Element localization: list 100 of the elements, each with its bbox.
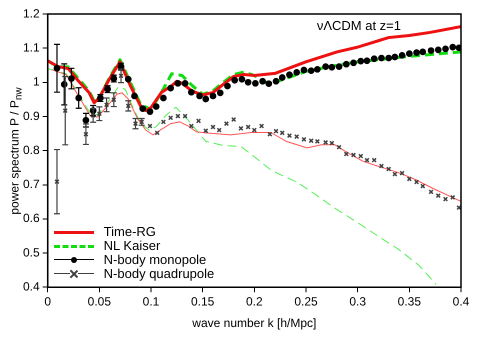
point (202, 96, 210, 102)
point (364, 57, 370, 64)
point (420, 184, 426, 189)
y-tick-label: 0.7 (22, 177, 40, 192)
point (188, 88, 195, 96)
point (413, 49, 420, 56)
point (328, 64, 336, 71)
point (168, 115, 174, 120)
point (293, 69, 300, 76)
point (414, 179, 420, 185)
point (160, 119, 166, 125)
point (54, 179, 60, 184)
point (336, 63, 342, 70)
point (286, 71, 293, 78)
point (370, 55, 378, 62)
y-tick-label: 0.6 (22, 211, 40, 226)
point (434, 46, 442, 54)
point (358, 153, 364, 159)
annotation: νΛCDM at z=1 (316, 18, 401, 34)
point (196, 118, 202, 124)
point (252, 80, 259, 87)
point (252, 128, 257, 133)
point (167, 84, 174, 92)
point (146, 108, 154, 116)
point (336, 144, 342, 150)
point (392, 172, 398, 177)
point (152, 103, 160, 110)
point (265, 80, 272, 88)
point (385, 54, 392, 62)
point (322, 63, 329, 70)
point (216, 90, 224, 96)
line-series (48, 68, 437, 285)
point (456, 205, 461, 210)
point (323, 140, 328, 145)
point (147, 123, 153, 129)
point (280, 130, 285, 136)
y-tick-label: 0.9 (22, 108, 40, 123)
point (314, 138, 320, 144)
point (392, 54, 398, 60)
x-tick-label: 0 (44, 294, 52, 309)
point (259, 78, 266, 85)
legend-label: Time-RG (104, 224, 156, 240)
point (428, 47, 434, 54)
point (188, 123, 194, 129)
point (124, 76, 132, 83)
point (450, 194, 456, 200)
point (139, 105, 146, 112)
point (224, 121, 230, 126)
point (442, 196, 448, 202)
point (294, 134, 300, 140)
y-tick-label: 1 (32, 74, 40, 89)
point (203, 128, 208, 134)
x-tick-label: 0.15 (190, 294, 215, 309)
point (442, 45, 449, 52)
legend-label: N-body quadrupole (104, 266, 214, 282)
point (62, 108, 68, 114)
point (182, 114, 188, 119)
point (386, 166, 392, 172)
point (301, 136, 307, 142)
point (400, 170, 405, 176)
point (398, 52, 406, 59)
point (244, 78, 252, 86)
point (378, 163, 384, 169)
x-tick-label: 0.05 (88, 294, 112, 309)
point (210, 124, 216, 130)
point (428, 189, 434, 195)
x-tick-label: 0.3 (349, 294, 366, 309)
point (456, 44, 461, 52)
point (238, 126, 244, 131)
point (231, 76, 238, 84)
point (314, 66, 321, 73)
point (406, 176, 412, 182)
point (231, 116, 236, 122)
x-tick-label: 0.35 (398, 294, 422, 309)
point (300, 66, 308, 74)
point (175, 114, 180, 119)
point (419, 48, 426, 56)
point (406, 50, 413, 57)
point (436, 193, 441, 198)
point (378, 54, 385, 62)
point (126, 103, 131, 108)
x-tick-label: 0.25 (294, 294, 318, 309)
point (272, 78, 280, 85)
point (286, 132, 292, 138)
point (160, 94, 167, 102)
point (342, 60, 350, 68)
point (131, 92, 138, 100)
point (449, 44, 456, 50)
point (132, 121, 138, 126)
point (83, 132, 88, 137)
x-tick-label: 0.1 (142, 294, 160, 309)
point (350, 59, 357, 66)
x-axis-title: wave number k [h/Mpc] (191, 316, 316, 330)
point (258, 123, 264, 129)
point (344, 151, 349, 157)
x-tick-label: 0.2 (246, 294, 264, 309)
point (182, 80, 188, 87)
point (216, 128, 222, 133)
point (329, 140, 334, 146)
y-tick-label: 0.4 (22, 280, 40, 294)
